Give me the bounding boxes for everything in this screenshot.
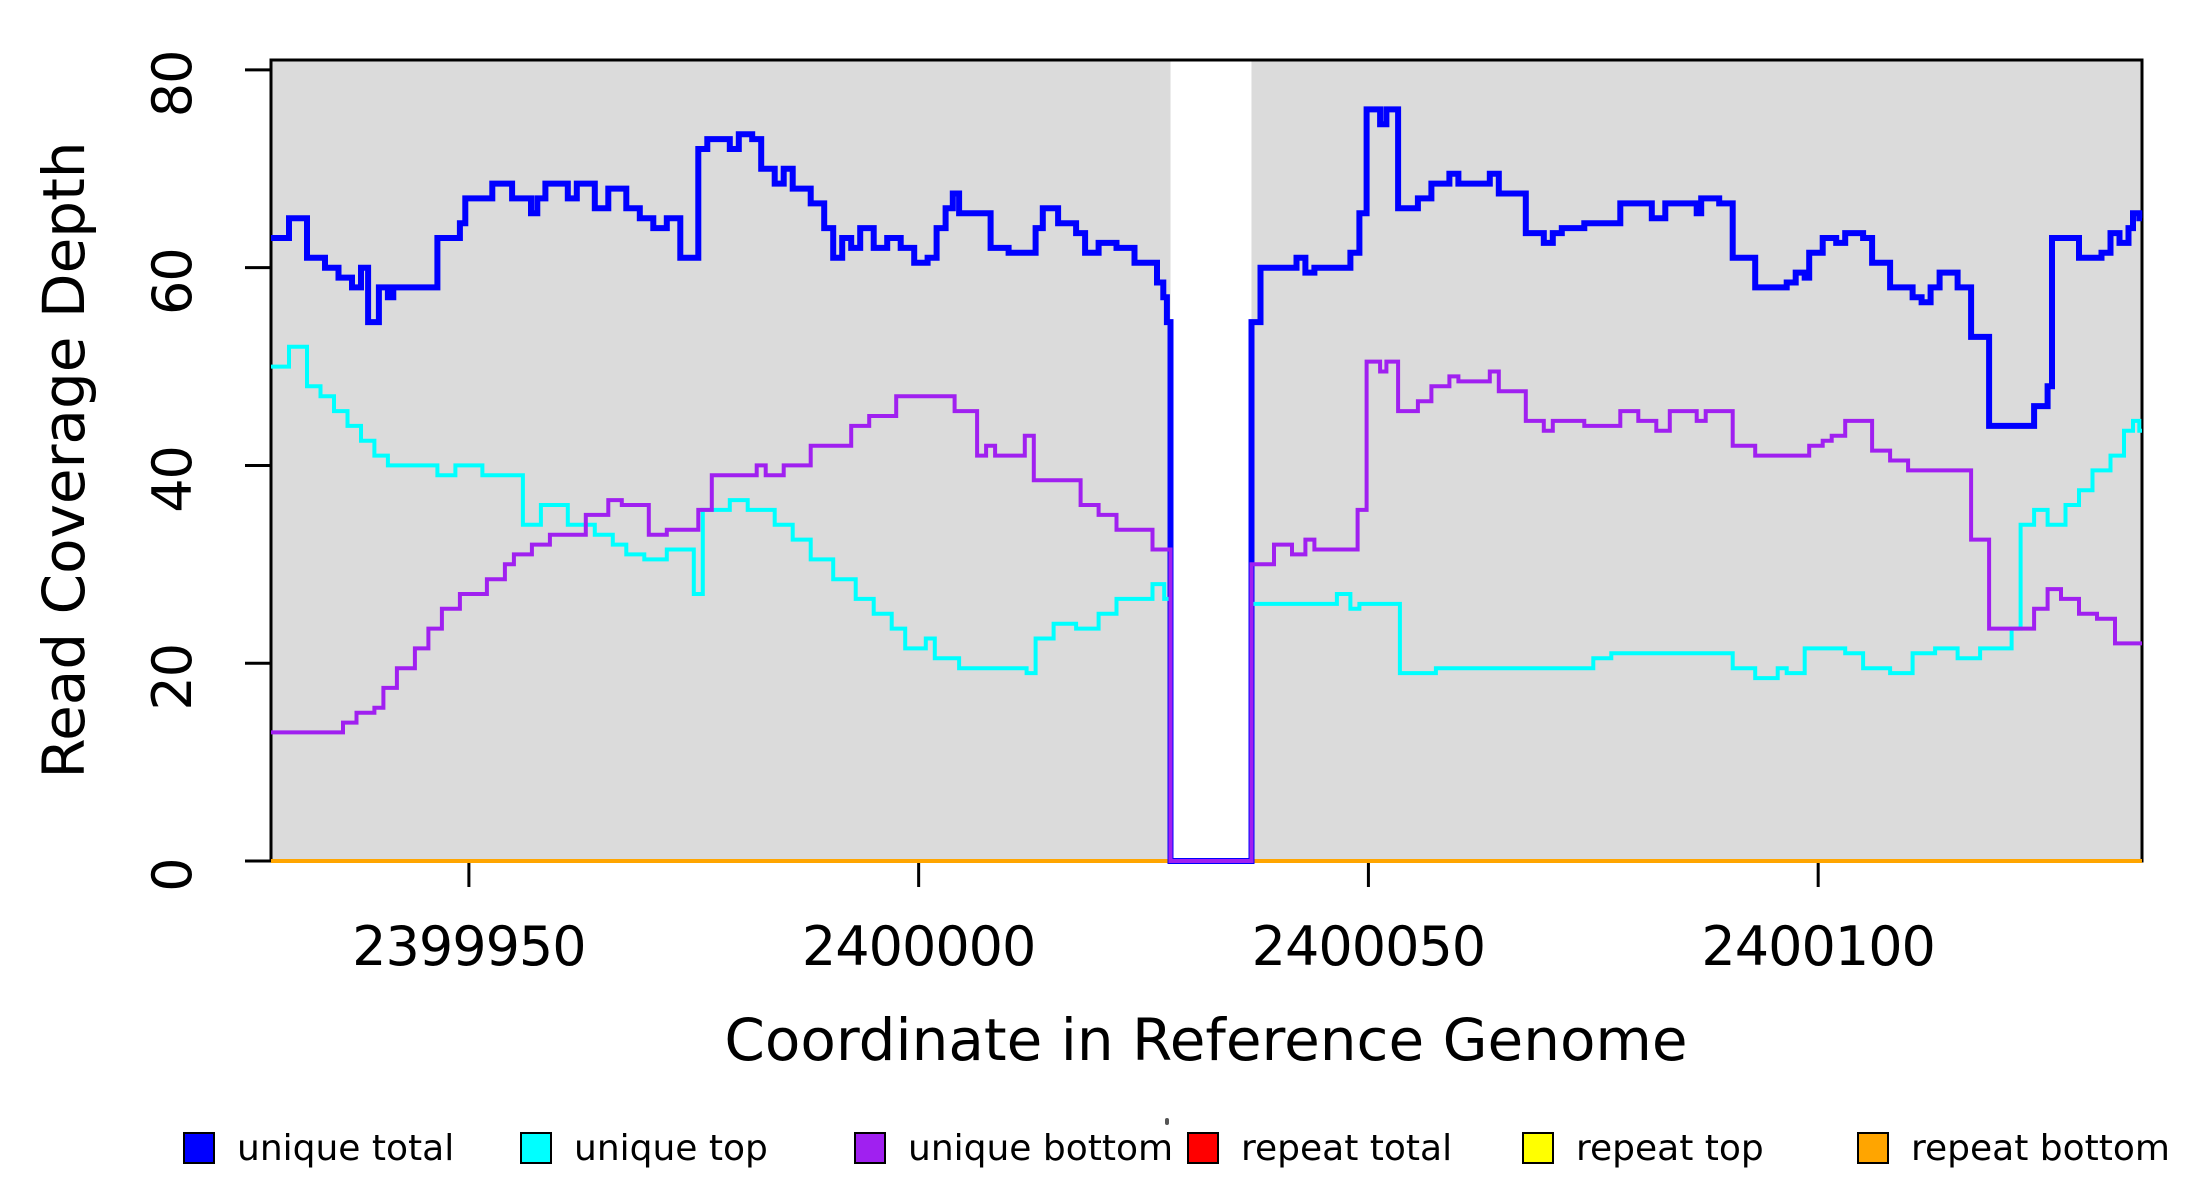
legend-color-swatch (1857, 1132, 1889, 1164)
legend-item: repeat top (1522, 1118, 1764, 1178)
y-tick-label: 40 (141, 446, 204, 513)
x-axis-title: Coordinate in Reference Genome (724, 1006, 1687, 1074)
legend-item: unique total (183, 1118, 454, 1178)
legend-color-swatch (520, 1132, 552, 1164)
series-unique-total (271, 106, 2143, 864)
stray-mark (1165, 1118, 1169, 1125)
y-tick-label: 60 (141, 248, 204, 315)
plot-generated-content: 0 20 40 60 80 2399950 2400000 2400050 2400100 (141, 51, 2144, 978)
legend-item: unique top (520, 1118, 768, 1178)
y-tick-label: 20 (141, 644, 204, 711)
legend-item-label: repeat total (1241, 1127, 1453, 1169)
legend-item: repeat bottom (1857, 1118, 2170, 1178)
legend-item-label: unique top (574, 1127, 768, 1169)
y-axis-title: Read Coverage Depth (30, 141, 98, 778)
x-tick-label: 2400050 (1252, 915, 1486, 978)
legend-color-swatch (1522, 1132, 1554, 1164)
x-tick-label: 2399950 (352, 915, 586, 978)
no-data-gap (1170, 60, 1252, 861)
y-tick-label: 0 (141, 858, 204, 891)
legend-color-swatch (854, 1132, 886, 1164)
legend-item: unique bottom (854, 1118, 1173, 1178)
legend-item-label: unique bottom (908, 1127, 1174, 1169)
y-tick-label: 80 (141, 51, 204, 118)
x-tick-label: 2400100 (1701, 915, 1935, 978)
series-unique-top (271, 344, 2142, 863)
legend-color-swatch (1187, 1132, 1219, 1164)
legend: unique total unique top unique bottom re… (0, 1118, 2200, 1178)
legend-item: repeat total (1187, 1118, 1452, 1178)
legend-item-label: repeat top (1576, 1127, 1764, 1169)
legend-color-swatch (183, 1132, 215, 1164)
x-tick-label: 2400000 (802, 915, 1036, 978)
legend-item-label: unique total (237, 1127, 455, 1169)
legend-item-label: repeat bottom (1911, 1127, 2170, 1169)
series-unique-bottom (271, 359, 2142, 863)
